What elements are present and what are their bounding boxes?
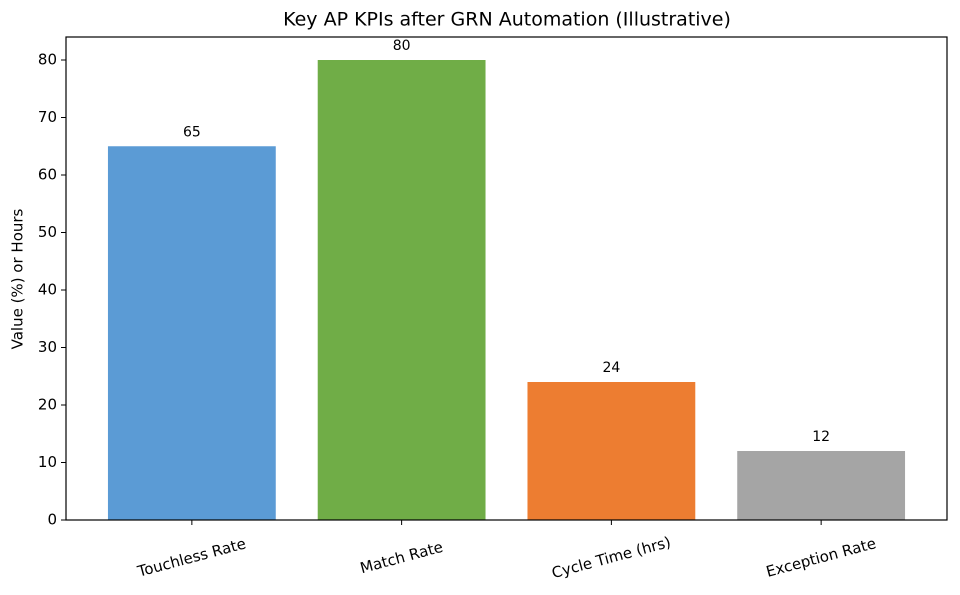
bar [737,451,906,520]
chart-title: Key AP KPIs after GRN Automation (Illust… [283,9,731,31]
y-tick-label: 80 [38,51,57,69]
x-tick-label: Touchless Rate [135,534,248,580]
value-label: 80 [393,38,411,54]
value-label: 24 [602,360,620,376]
y-tick-label: 30 [38,338,57,356]
y-tick-label: 0 [47,511,57,529]
y-axis-label: Value (%) or Hours [9,208,27,349]
x-tick-label: Exception Rate [764,534,878,581]
value-label: 12 [812,429,830,445]
x-tick-label: Cycle Time (hrs) [550,533,673,582]
y-tick-label: 50 [38,223,57,241]
plot-frame [65,36,948,521]
bar [107,146,276,520]
y-tick-label: 10 [38,453,57,471]
value-label: 65 [183,124,201,140]
x-tick-label: Match Rate [358,538,445,577]
bar [527,382,696,520]
bar [317,60,486,520]
y-tick-label: 70 [38,108,57,126]
y-tick-label: 40 [38,281,57,299]
y-tick-label: 60 [38,166,57,184]
y-tick-label: 20 [38,396,57,414]
